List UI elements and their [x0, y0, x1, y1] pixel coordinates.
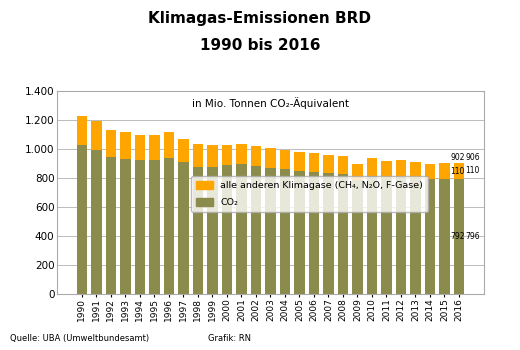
Bar — [207, 167, 217, 294]
Bar — [178, 139, 189, 162]
Bar — [236, 144, 246, 164]
Bar — [396, 160, 406, 176]
Text: Grafik: RN: Grafik: RN — [208, 334, 251, 343]
Bar — [192, 167, 203, 294]
Bar — [323, 154, 334, 173]
Bar — [164, 158, 174, 294]
Text: 906: 906 — [465, 153, 480, 162]
Bar — [352, 180, 362, 294]
Bar — [251, 166, 261, 294]
Bar — [280, 149, 290, 169]
Bar — [192, 144, 203, 167]
Bar — [91, 150, 101, 294]
Bar — [337, 174, 348, 294]
Text: Quelle: UBA (Umweltbundesamt): Quelle: UBA (Umweltbundesamt) — [10, 334, 150, 343]
Bar — [294, 171, 305, 294]
Bar — [178, 162, 189, 294]
Bar — [309, 153, 319, 172]
Bar — [367, 158, 377, 176]
Bar — [106, 157, 116, 294]
Bar — [337, 156, 348, 174]
Bar — [120, 159, 131, 294]
Bar — [367, 176, 377, 294]
Bar — [91, 121, 101, 150]
Text: in Mio. Tonnen CO₂-Äquivalent: in Mio. Tonnen CO₂-Äquivalent — [192, 97, 349, 109]
Bar — [207, 145, 217, 167]
Bar — [222, 145, 232, 166]
Bar — [135, 135, 145, 160]
Text: 792: 792 — [451, 232, 465, 241]
Bar — [410, 178, 421, 294]
Bar — [149, 134, 160, 160]
Bar — [454, 178, 464, 294]
Bar — [265, 148, 276, 168]
Bar — [381, 178, 392, 294]
Bar — [222, 166, 232, 294]
Text: 110: 110 — [451, 167, 465, 176]
Bar — [251, 146, 261, 166]
Bar — [76, 145, 87, 294]
Bar — [425, 164, 435, 179]
Bar — [454, 163, 464, 178]
Bar — [352, 163, 362, 180]
Text: 902: 902 — [451, 154, 465, 162]
Bar — [76, 116, 87, 145]
Text: Klimagas-Emissionen BRD: Klimagas-Emissionen BRD — [149, 10, 371, 26]
Bar — [294, 152, 305, 171]
Bar — [236, 164, 246, 294]
Bar — [265, 168, 276, 294]
Bar — [164, 132, 174, 158]
Text: 1990 bis 2016: 1990 bis 2016 — [200, 38, 320, 54]
Bar — [439, 179, 450, 294]
Bar — [410, 162, 421, 178]
Bar — [280, 169, 290, 294]
Bar — [135, 160, 145, 294]
Bar — [309, 172, 319, 294]
Bar — [120, 132, 131, 159]
Bar — [439, 163, 450, 179]
Bar — [323, 173, 334, 294]
Legend: alle anderen Klimagase (CH₄, N₂O, F-Gase), CO₂: alle anderen Klimagase (CH₄, N₂O, F-Gase… — [191, 176, 428, 212]
Bar — [396, 176, 406, 294]
Bar — [381, 161, 392, 178]
Text: 110: 110 — [465, 166, 479, 175]
Text: 796: 796 — [465, 232, 480, 241]
Bar — [425, 179, 435, 294]
Bar — [106, 130, 116, 157]
Bar — [149, 160, 160, 294]
